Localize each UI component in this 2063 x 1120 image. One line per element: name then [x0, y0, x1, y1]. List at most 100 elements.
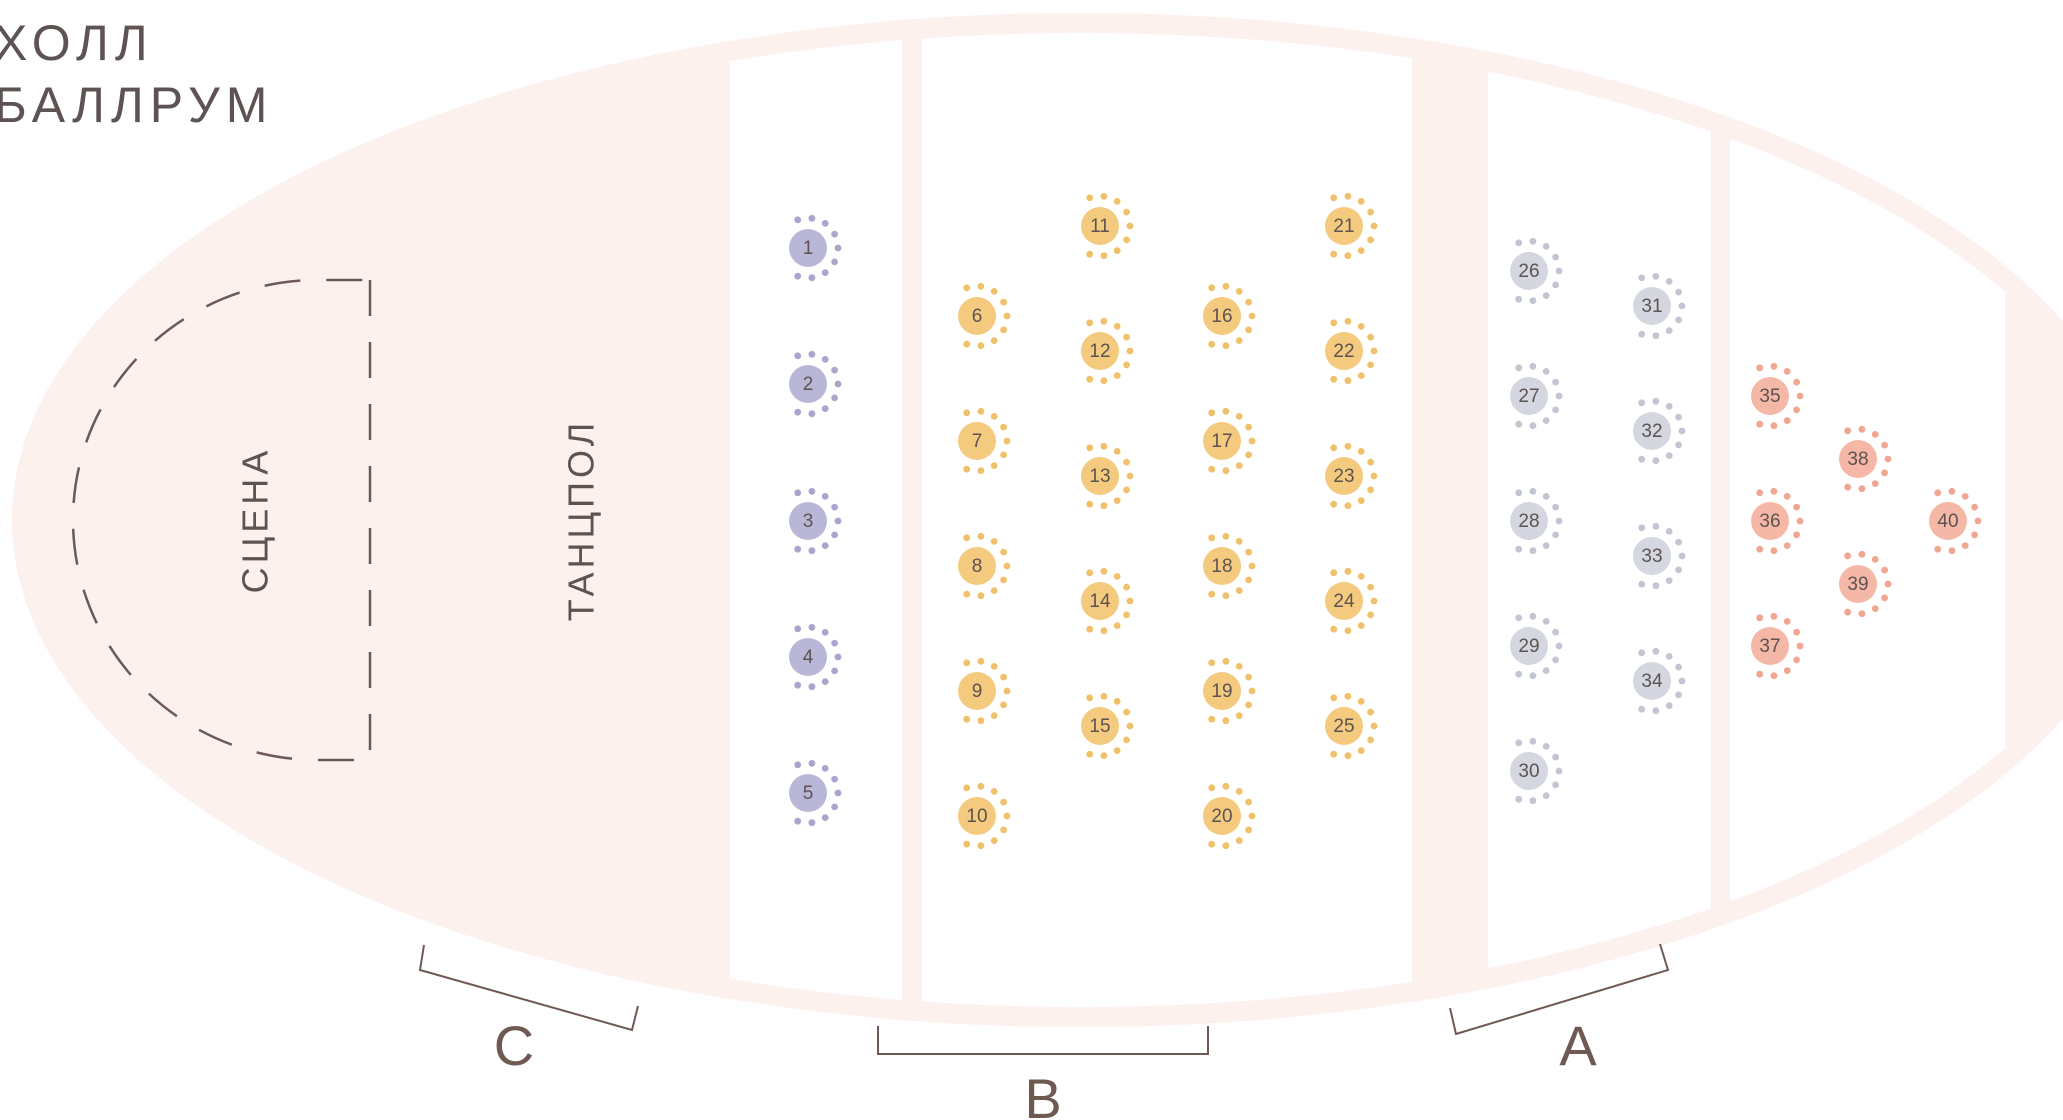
table-7[interactable]: 7 [958, 407, 1011, 475]
chair-dot [1344, 252, 1352, 260]
chair-dot [1245, 798, 1252, 806]
table-16[interactable]: 16 [1203, 282, 1256, 350]
chair-dot [1000, 451, 1007, 459]
table-21[interactable]: 21 [1325, 192, 1378, 260]
chair-dot [831, 366, 838, 374]
table-8[interactable]: 8 [958, 532, 1011, 600]
seating-panels [730, 15, 2005, 1025]
chair-dot [1529, 612, 1537, 620]
chair-dot [808, 350, 816, 358]
table-circle [1203, 297, 1241, 335]
table-number: 6 [972, 306, 983, 327]
table-14[interactable]: 14 [1081, 567, 1134, 635]
chair-dot [831, 803, 838, 811]
table-33[interactable]: 33 [1633, 522, 1686, 590]
table-24[interactable]: 24 [1325, 567, 1378, 635]
section-b-bracket [877, 1026, 1209, 1055]
chair-dot [1100, 752, 1108, 760]
table-39[interactable]: 39 [1839, 550, 1892, 618]
table-15[interactable]: 15 [1081, 692, 1134, 760]
chair-dot [1555, 392, 1563, 400]
chair-dot [1086, 625, 1094, 633]
chair-dot [1796, 392, 1804, 400]
chair-dot [1100, 627, 1108, 635]
table-20[interactable]: 20 [1203, 782, 1256, 850]
table-2[interactable]: 2 [789, 350, 842, 418]
chair-dot [1330, 194, 1338, 202]
chair-dot [977, 842, 985, 850]
table-19[interactable]: 19 [1203, 657, 1256, 725]
table-number: 38 [1847, 449, 1868, 470]
chair-dot [1793, 503, 1800, 511]
chair-dot [1678, 302, 1686, 310]
chair-dot [1515, 420, 1523, 428]
table-38[interactable]: 38 [1839, 425, 1892, 493]
chair-dot [794, 625, 802, 633]
chair-dot [977, 657, 985, 665]
table-number: 18 [1211, 556, 1232, 577]
chair-dot [1665, 528, 1673, 535]
chair-dot [1675, 538, 1682, 546]
table-35[interactable]: 35 [1751, 362, 1804, 430]
chair-dot [1222, 342, 1230, 350]
table-25[interactable]: 25 [1325, 692, 1378, 760]
table-27[interactable]: 27 [1510, 362, 1563, 430]
table-circle [1203, 422, 1241, 460]
table-26[interactable]: 26 [1510, 237, 1563, 305]
table-34[interactable]: 34 [1633, 647, 1686, 715]
table-23[interactable]: 23 [1325, 442, 1378, 510]
table-1[interactable]: 1 [789, 214, 842, 282]
chair-dot [1961, 542, 1969, 549]
table-11[interactable]: 11 [1081, 192, 1134, 260]
chair-dot [834, 380, 842, 388]
table-29[interactable]: 29 [1510, 612, 1563, 680]
chair-dot [1529, 547, 1537, 555]
chair-dot [821, 220, 829, 227]
chair-dot [1086, 500, 1094, 508]
chair-dot [1871, 431, 1879, 438]
chair-dot [1370, 347, 1378, 355]
table-6[interactable]: 6 [958, 282, 1011, 350]
table-3[interactable]: 3 [789, 487, 842, 555]
table-40[interactable]: 40 [1929, 487, 1982, 555]
chair-dot [977, 717, 985, 725]
chair-dot [1555, 267, 1563, 275]
table-31[interactable]: 31 [1633, 272, 1686, 340]
table-22[interactable]: 22 [1325, 317, 1378, 385]
chair-dot [1515, 739, 1523, 747]
chair-dot [1552, 378, 1559, 386]
table-18[interactable]: 18 [1203, 532, 1256, 600]
table-30[interactable]: 30 [1510, 737, 1563, 805]
table-13[interactable]: 13 [1081, 442, 1134, 510]
table-circle [958, 297, 996, 335]
chair-dot [1552, 656, 1559, 664]
chair-dot [794, 408, 802, 416]
table-17[interactable]: 17 [1203, 407, 1256, 475]
chair-dot [821, 405, 829, 412]
table-4[interactable]: 4 [789, 623, 842, 691]
chair-dot [963, 715, 971, 723]
table-10[interactable]: 10 [958, 782, 1011, 850]
table-37[interactable]: 37 [1751, 612, 1804, 680]
table-5[interactable]: 5 [789, 759, 842, 827]
chair-dot [831, 230, 838, 238]
chair-dot [834, 244, 842, 252]
chair-dot [1638, 580, 1646, 588]
table-12[interactable]: 12 [1081, 317, 1134, 385]
chair-dot [1235, 788, 1243, 795]
chair-dot [831, 394, 838, 402]
table-28[interactable]: 28 [1510, 487, 1563, 555]
chair-dot [1086, 319, 1094, 327]
table-number: 19 [1211, 681, 1232, 702]
table-32[interactable]: 32 [1633, 397, 1686, 465]
chair-dot [834, 653, 842, 661]
chair-dot [1652, 707, 1660, 715]
table-circle [1081, 332, 1119, 370]
chair-dot [1113, 698, 1121, 705]
chair-dot [821, 629, 829, 636]
table-36[interactable]: 36 [1751, 487, 1804, 555]
chair-dot [1552, 253, 1559, 261]
table-9[interactable]: 9 [958, 657, 1011, 725]
chair-dot [1665, 327, 1673, 334]
chair-dot [1638, 649, 1646, 657]
